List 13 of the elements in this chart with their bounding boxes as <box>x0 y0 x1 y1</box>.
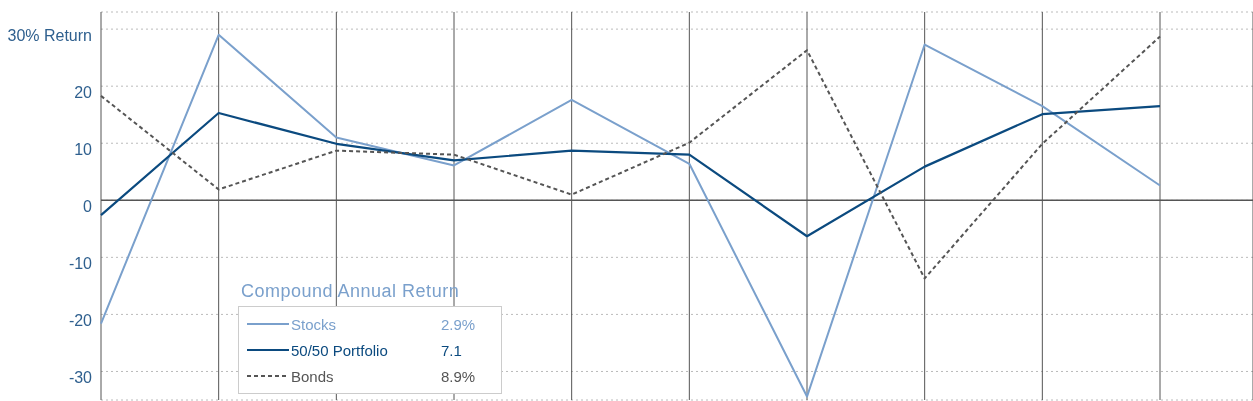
y-tick-label: -30 <box>68 369 93 387</box>
y-tick-label: -10 <box>68 255 93 273</box>
legend-label: 50/50 Portfolio <box>291 341 389 359</box>
y-tick-label: -20 <box>68 312 93 330</box>
y-tick-label: 20 <box>74 84 93 102</box>
annotation: 2.9% <box>441 315 476 333</box>
legend-label: Stocks <box>291 315 337 333</box>
y-tick-label: 0 <box>83 198 93 216</box>
annotation: 8.9% <box>441 367 476 385</box>
y-tick-label: 10 <box>74 141 93 159</box>
y-tick-label: 30% Return <box>7 27 92 45</box>
annotation: 7.1 <box>441 341 462 359</box>
legend-label: Bonds <box>291 367 335 385</box>
